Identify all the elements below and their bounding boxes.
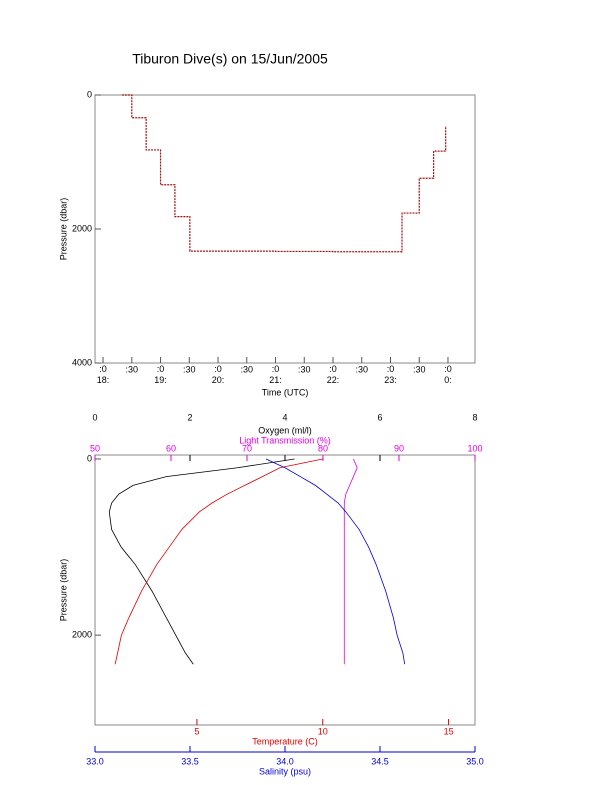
x-axis-title: Time (UTC) (262, 387, 309, 397)
x-tick-label: 90 (394, 443, 404, 453)
profile-line (114, 458, 323, 665)
x-tick-label: 34.5 (371, 756, 389, 766)
x-tick-label: 2 (187, 412, 192, 422)
y-tick-label: 2000 (72, 630, 92, 640)
x-axis-title: Light Transmission (%) (239, 435, 331, 445)
y-tick-label: 4000 (72, 357, 92, 367)
profile-line (108, 458, 295, 665)
profile-line (343, 458, 358, 665)
x-tick-label: 34.0 (276, 756, 294, 766)
x-tick-label: 35.0 (466, 756, 484, 766)
x-tick-label: :0 23: (384, 364, 397, 385)
y-axis-title: Pressure (dbar) (58, 559, 68, 622)
dive-track (122, 94, 447, 253)
chart-title: Tiburon Dive(s) on 15/Jun/2005 (132, 51, 328, 67)
x-tick-label: :0 20: (212, 364, 225, 385)
x-tick-label: :0 18: (97, 364, 110, 385)
plot-frame (94, 94, 476, 364)
x-tick-label: 50 (90, 443, 100, 453)
y-tick-label: 2000 (72, 223, 92, 233)
x-tick-label: 4 (282, 412, 287, 422)
x-tick-label: :0 19: (154, 364, 167, 385)
x-tick-label: 100 (467, 443, 482, 453)
x-tick-label: 70 (242, 443, 252, 453)
x-tick-label: :30 (126, 364, 139, 374)
x-tick-label: 5 (194, 726, 199, 736)
x-tick-label: :30 (183, 364, 196, 374)
y-tick-label: 0 (87, 89, 92, 99)
plot-frame (94, 454, 476, 726)
x-axis-title: Oxygen (ml/l) (258, 425, 312, 435)
profile-line (265, 458, 406, 665)
x-tick-label: 33.0 (86, 756, 104, 766)
y-axis-title: Pressure (dbar) (58, 198, 68, 261)
x-tick-label: 10 (318, 726, 328, 736)
x-tick-label: :0 0: (444, 364, 452, 385)
x-tick-label: :30 (241, 364, 254, 374)
x-tick-label: 0 (92, 412, 97, 422)
x-tick-label: 33.5 (181, 756, 199, 766)
x-tick-label: :30 (413, 364, 426, 374)
x-axis-title: Temperature (C) (252, 736, 318, 746)
x-tick-label: :30 (298, 364, 311, 374)
x-tick-label: 60 (166, 443, 176, 453)
x-tick-label: 6 (377, 412, 382, 422)
x-tick-label: 8 (472, 412, 477, 422)
x-tick-label: :0 22: (327, 364, 340, 385)
x-tick-label: :0 21: (269, 364, 282, 385)
x-tick-label: :30 (355, 364, 368, 374)
x-tick-label: 15 (444, 726, 454, 736)
x-axis-title: Salinity (psu) (259, 766, 311, 776)
x-tick-label: 80 (318, 443, 328, 453)
y-tick-label: 0 (87, 453, 92, 463)
